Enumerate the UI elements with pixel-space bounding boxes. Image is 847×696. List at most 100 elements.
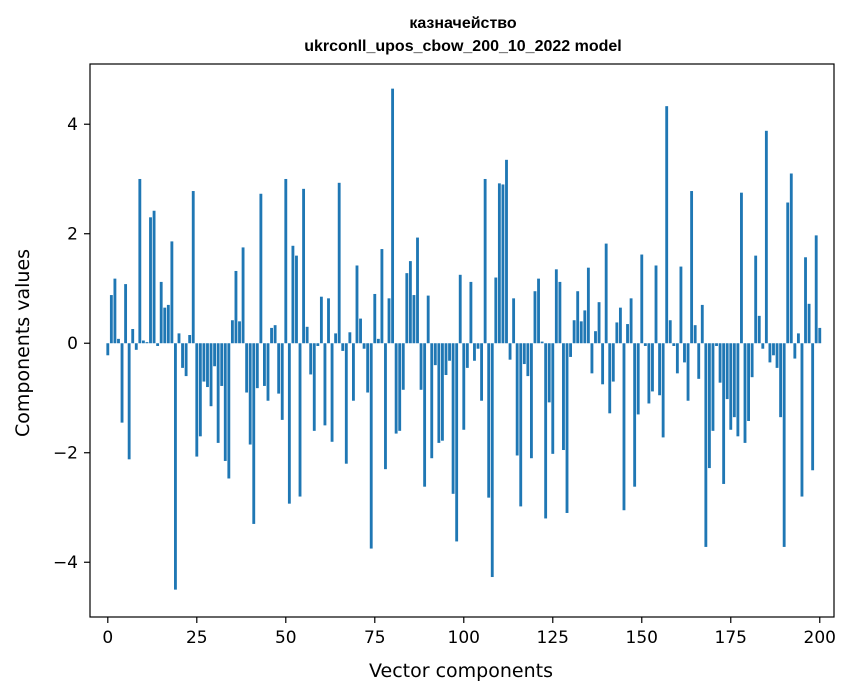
bar-47	[273, 325, 277, 344]
bar-173	[722, 343, 726, 484]
bar-82	[398, 343, 402, 431]
bar-97	[451, 343, 455, 494]
bar-54	[298, 343, 302, 497]
bar-63	[330, 343, 334, 442]
bar-5	[124, 284, 128, 344]
bar-3	[117, 338, 120, 344]
bar-162	[683, 343, 686, 363]
bar-170	[711, 343, 715, 431]
bar-series	[106, 88, 822, 590]
bar-68	[348, 332, 352, 344]
bar-16	[163, 307, 167, 344]
bar-62	[327, 298, 330, 344]
bar-43	[259, 193, 263, 344]
bar-136	[590, 343, 594, 374]
bar-101	[465, 343, 469, 368]
bar-32	[220, 343, 224, 386]
bar-193	[793, 343, 797, 359]
bar-141	[608, 343, 612, 414]
chart-title-line-1: казначейство	[409, 15, 517, 32]
bar-55	[302, 188, 306, 344]
bar-199	[814, 235, 818, 344]
bar-33	[223, 343, 227, 461]
bar-84	[405, 273, 409, 344]
bar-134	[583, 310, 587, 344]
bar-190	[782, 343, 786, 547]
bar-105	[480, 343, 484, 401]
bar-179	[743, 343, 747, 443]
x-tick-label: 100	[448, 628, 480, 648]
bar-77	[380, 249, 384, 344]
bar-146	[626, 324, 629, 344]
bar-159	[672, 343, 676, 346]
y-tick-label: 2	[67, 225, 78, 245]
bar-6	[127, 343, 131, 460]
bar-7	[131, 329, 135, 344]
bar-180	[747, 343, 750, 421]
bar-21	[181, 343, 184, 368]
bar-165	[693, 325, 697, 344]
bar-108	[490, 343, 494, 578]
bar-30	[213, 343, 217, 367]
bar-93	[437, 343, 441, 443]
bar-9	[138, 178, 142, 344]
bar-39	[245, 343, 249, 393]
bar-125	[551, 343, 555, 454]
bar-144	[618, 307, 622, 344]
bar-17	[166, 304, 170, 344]
bar-8	[134, 343, 138, 350]
bar-18	[170, 241, 174, 344]
bar-138	[597, 302, 601, 344]
bar-49	[280, 343, 284, 420]
bar-139	[601, 343, 605, 385]
bar-81	[394, 343, 398, 434]
bar-0	[106, 343, 110, 356]
bar-44	[263, 343, 266, 386]
bar-92	[433, 343, 437, 366]
bar-11	[145, 342, 149, 344]
x-tick-label: 150	[626, 628, 658, 648]
bar-191	[786, 202, 790, 344]
x-axis-ticks: 0 25 50 75 100 125 150 175 200	[102, 617, 836, 648]
bar-130	[569, 343, 572, 357]
bar-121	[537, 278, 540, 344]
bar-178	[740, 192, 743, 344]
bar-34	[227, 343, 231, 479]
bar-198	[811, 343, 815, 471]
bar-110	[497, 183, 501, 344]
bar-87	[416, 237, 419, 344]
bar-28	[206, 343, 209, 388]
bar-181	[750, 343, 754, 378]
plot-frame	[89, 63, 835, 618]
bar-12	[149, 217, 152, 344]
bar-154	[654, 265, 658, 344]
bar-111	[501, 184, 505, 344]
bar-155	[658, 343, 661, 396]
bar-73	[366, 343, 370, 393]
bar-194	[796, 333, 800, 344]
bar-1	[109, 295, 113, 344]
x-tick-label: 75	[364, 628, 386, 648]
bar-133	[579, 321, 583, 344]
bar-90	[426, 295, 430, 344]
x-tick-label: 175	[715, 628, 747, 648]
bar-171	[715, 343, 718, 346]
bar-31	[216, 343, 220, 443]
bar-112	[505, 159, 508, 344]
bar-52	[291, 245, 295, 344]
bar-142	[611, 343, 615, 382]
bar-96	[448, 343, 451, 361]
bar-175	[729, 343, 733, 430]
bar-114	[512, 298, 516, 344]
bar-163	[686, 343, 690, 401]
bar-137	[594, 331, 597, 344]
bar-106	[483, 178, 487, 344]
bar-127	[558, 281, 562, 344]
y-axis-label: Components values	[12, 249, 34, 437]
bar-38	[241, 247, 245, 344]
bar-88	[419, 343, 423, 390]
bar-160	[675, 343, 679, 374]
x-tick-label: 50	[275, 628, 297, 648]
bar-37	[238, 321, 241, 344]
